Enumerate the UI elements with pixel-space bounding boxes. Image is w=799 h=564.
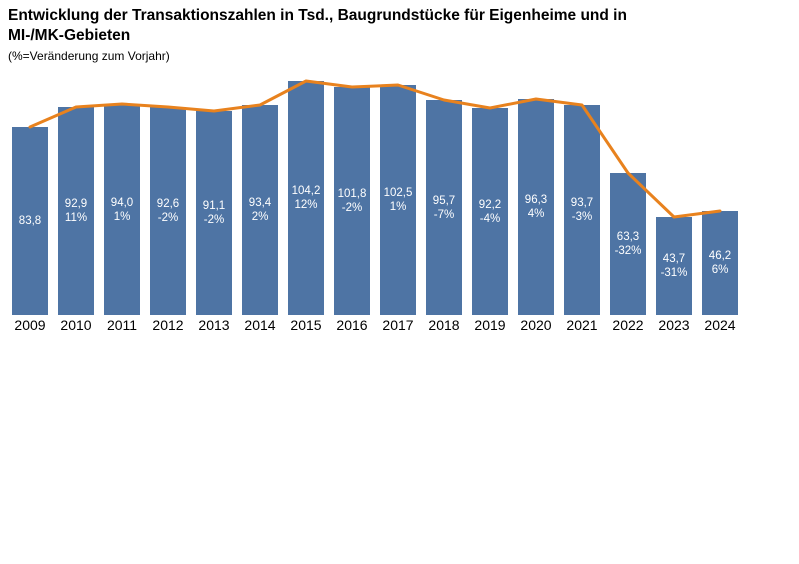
bar-value-label: 93,4 2%	[242, 105, 278, 315]
x-axis-label-2013: 2013	[198, 317, 230, 333]
bar-2018: 95,7 -7%	[426, 100, 462, 315]
bar-pct-change: -7%	[433, 208, 455, 221]
bar-pct-change: -3%	[571, 211, 593, 223]
bar-2016: 101,8 -2%	[334, 87, 370, 315]
bar-pct-change: -32%	[614, 245, 642, 257]
bar-value: 92,6	[156, 198, 180, 210]
bar-value: 95,7	[432, 194, 456, 207]
bar-pct-change: -2%	[157, 212, 179, 224]
chart-title-line-1: Entwicklung der Transaktionszahlen in Ts…	[8, 7, 627, 24]
bar-value: 102,5	[383, 187, 413, 199]
bar-value: 92,9	[64, 198, 88, 210]
bar-pct-change: -2%	[203, 214, 225, 226]
bar-pct-change: -2%	[341, 202, 363, 214]
bar-value: 94,0	[110, 196, 134, 209]
bar-value-label: 83,8	[12, 127, 48, 315]
bar-value-label: 92,2 -4%	[472, 108, 508, 315]
bar-2011: 94,0 1%	[104, 104, 140, 315]
bar-2022: 63,3 -32%	[610, 173, 646, 315]
x-axis-label-2021: 2021	[566, 317, 598, 333]
bar-value-label: 104,2 12%	[288, 81, 324, 315]
bar-2019: 92,2 -4%	[472, 108, 508, 315]
bar-pct-change: 1%	[113, 210, 131, 223]
x-axis-label-2017: 2017	[382, 317, 414, 333]
bar-2023: 43,7 -31%	[656, 217, 692, 315]
x-axis-label-2019: 2019	[474, 317, 506, 333]
bar-pct-change: 6%	[711, 264, 729, 276]
bar-value-label: 101,8 -2%	[334, 87, 370, 315]
bar-value: 43,7	[662, 253, 686, 265]
bar-2017: 102,5 1%	[380, 85, 416, 315]
x-axis-label-2012: 2012	[152, 317, 184, 333]
bar-value: 92,2	[478, 198, 502, 211]
bar-pct-change: -4%	[479, 212, 501, 225]
x-axis-label-2023: 2023	[658, 317, 690, 333]
bar-2015: 104,2 12%	[288, 81, 324, 315]
x-axis-label-2024: 2024	[704, 317, 736, 333]
bar-value-label: 92,9 11%	[58, 107, 94, 315]
x-axis-label-2018: 2018	[428, 317, 460, 333]
x-axis-label-2014: 2014	[244, 317, 276, 333]
bar-value: 83,8	[18, 215, 42, 227]
bar-value-label: 95,7 -7%	[426, 100, 462, 315]
x-axis-label-2015: 2015	[290, 317, 322, 333]
bar-value: 101,8	[337, 188, 367, 200]
chart-subtitle: (%=Veränderung zum Vorjahr)	[8, 49, 170, 63]
bar-value-label: 91,1 -2%	[196, 111, 232, 315]
x-axis-label-2020: 2020	[520, 317, 552, 333]
bar-pct-change: 2%	[251, 211, 269, 223]
bar-value: 63,3	[616, 231, 640, 243]
bar-value: 93,4	[248, 197, 272, 209]
bar-value-label: 94,0 1%	[104, 104, 140, 315]
chart-header: Entwicklung der Transaktionszahlen in Ts…	[8, 6, 788, 64]
bar-value-label: 93,7 -3%	[564, 105, 600, 315]
bar-2021: 93,7 -3%	[564, 105, 600, 315]
bar-pct-change: -31%	[660, 267, 688, 279]
bar-2014: 93,4 2%	[242, 105, 278, 315]
bar-value-label: 92,6 -2%	[150, 107, 186, 315]
bar-value: 104,2	[291, 185, 321, 197]
x-axis-label-2009: 2009	[14, 317, 46, 333]
bar-value: 96,3	[524, 194, 548, 206]
bar-2012: 92,6 -2%	[150, 107, 186, 315]
chart-title: Entwicklung der Transaktionszahlen in Ts…	[8, 6, 788, 46]
bar-value: 91,1	[202, 200, 226, 212]
bar-2024: 46,2 6%	[702, 211, 738, 315]
bar-value-label: 63,3 -32%	[610, 173, 646, 315]
chart-title-line-2: MI-/MK-Gebieten	[8, 27, 131, 44]
x-axis-label-2016: 2016	[336, 317, 368, 333]
bar-pct-change: 12%	[294, 199, 318, 211]
bar-pct-change: 1%	[389, 201, 407, 213]
bar-2020: 96,3 4%	[518, 99, 554, 315]
bar-value: 93,7	[570, 197, 594, 209]
bar-pct-change: 4%	[527, 208, 545, 220]
x-axis-label-2011: 2011	[106, 317, 138, 333]
x-axis-label-2010: 2010	[60, 317, 92, 333]
bar-value-label: 96,3 4%	[518, 99, 554, 315]
bar-value-label: 46,2 6%	[702, 211, 738, 315]
bar-value-label: 43,7 -31%	[656, 217, 692, 315]
bar-2013: 91,1 -2%	[196, 111, 232, 315]
bar-pct-change: 11%	[64, 212, 88, 224]
bar-2010: 92,9 11%	[58, 107, 94, 315]
x-axis-label-2022: 2022	[612, 317, 644, 333]
bar-2009: 83,8	[12, 127, 48, 315]
bar-value-label: 102,5 1%	[380, 85, 416, 315]
bar-value: 46,2	[708, 250, 732, 262]
